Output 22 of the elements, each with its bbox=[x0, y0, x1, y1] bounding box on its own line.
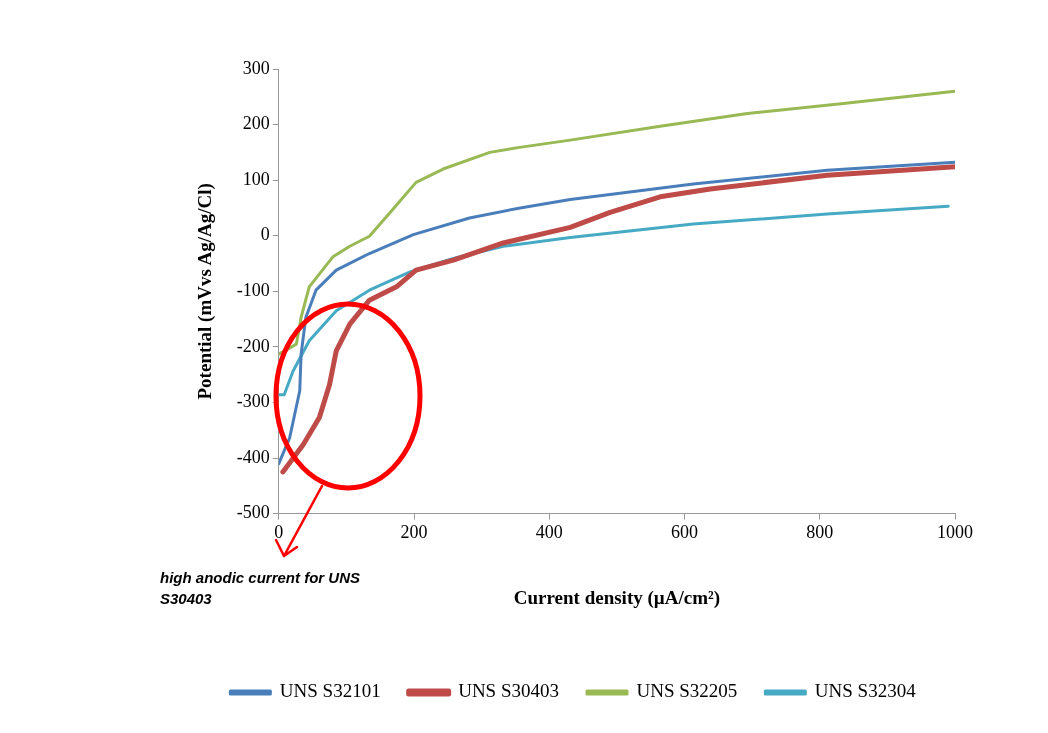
y-tick-label: -400 bbox=[236, 446, 270, 467]
y-tick-label: -100 bbox=[236, 280, 270, 301]
y-tick-label: 0 bbox=[260, 224, 270, 245]
x-tick-label: 0 bbox=[274, 522, 284, 543]
y-tick-label: -200 bbox=[236, 335, 270, 356]
x-tick-label: 800 bbox=[806, 522, 834, 543]
y-tick-label: 100 bbox=[242, 168, 270, 189]
legend-label: UNS S30403 bbox=[458, 680, 559, 702]
y-axis-title: Potential (mVvs Ag/Ag/Cl) bbox=[194, 183, 217, 400]
y-tick-label: -300 bbox=[236, 391, 270, 412]
y-tick-label: 200 bbox=[242, 113, 270, 134]
x-tick-label: 200 bbox=[400, 522, 428, 543]
y-tick-label: -500 bbox=[236, 502, 270, 523]
x-tick-label: 1000 bbox=[937, 522, 973, 543]
x-tick-label: 400 bbox=[535, 522, 563, 543]
legend-label: UNS S32205 bbox=[636, 680, 738, 702]
legend-label: UNS S32304 bbox=[814, 680, 917, 702]
x-axis-title: Current density (µA/cm²) bbox=[513, 586, 721, 609]
y-tick-label: 300 bbox=[242, 57, 270, 78]
legend-label: UNS S32101 bbox=[279, 680, 381, 702]
x-tick-label: 600 bbox=[671, 522, 699, 543]
text: high anodic current for UNS S30403 bbox=[160, 568, 361, 609]
